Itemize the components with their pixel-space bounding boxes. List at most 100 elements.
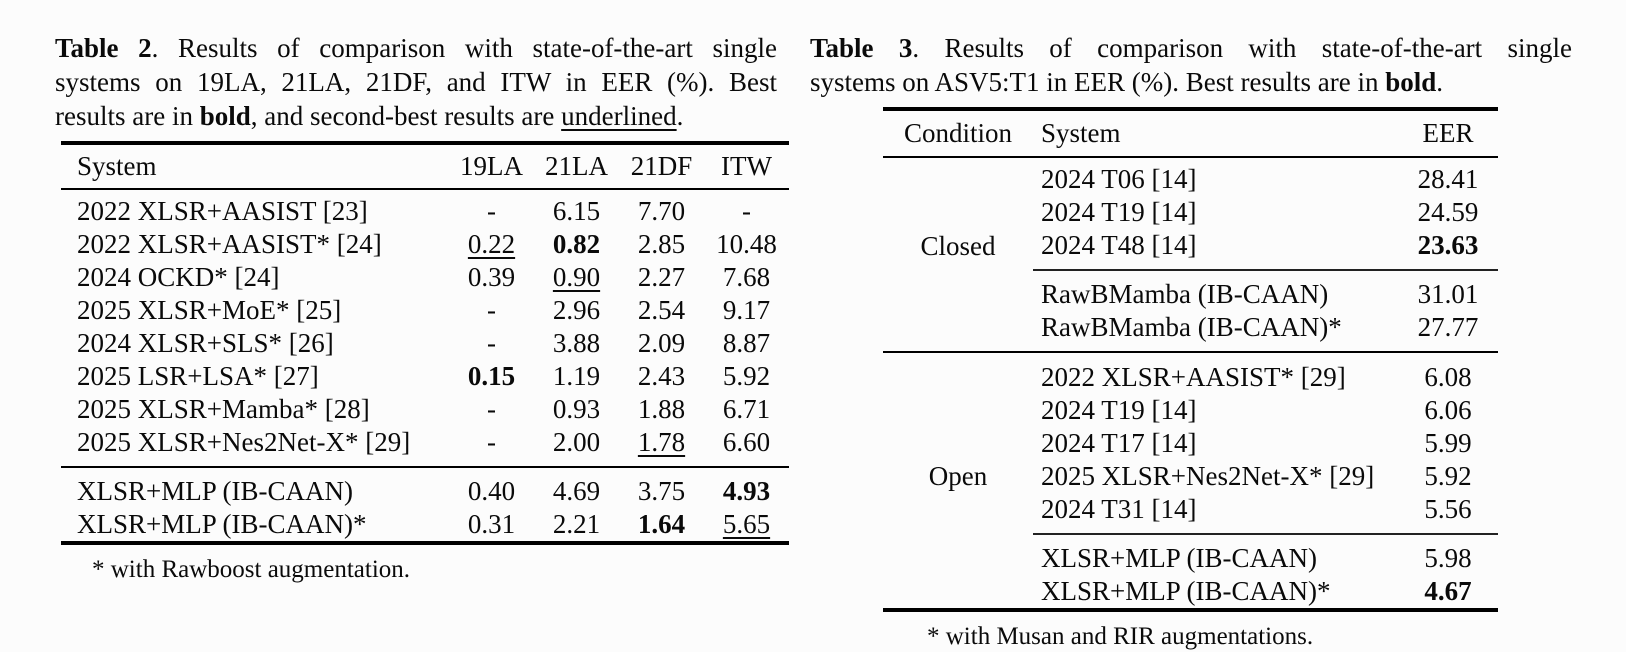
value-cell: 0.15	[467, 361, 516, 391]
caption-bold-word: bold	[1385, 67, 1437, 97]
caption-text: , and second-best results are	[250, 101, 562, 131]
table3-caption: Table 3. Results of comparison with stat…	[810, 31, 1572, 99]
system-cell: 2024 T17 [14]	[1041, 428, 1197, 458]
system-cell: 2024 T31 [14]	[1041, 494, 1197, 524]
value-cell: -	[487, 427, 496, 457]
caption-text: . Results of comparison with state-of-th…	[151, 33, 777, 63]
value-cell: -	[487, 394, 496, 424]
table3-header-row: Condition System EER	[883, 109, 1498, 157]
table-row: 2024 XLSR+SLS* [26] - 3.88 2.09 8.87	[61, 327, 789, 360]
table-row: 2022 XLSR+AASIST* [24] 0.22 0.82 2.85 10…	[61, 228, 789, 261]
condition-cell	[883, 311, 1033, 352]
eer-cell: 5.56	[1424, 494, 1472, 524]
caption-line: Table 2. Results of comparison with stat…	[55, 31, 777, 65]
column-header-condition: Condition	[903, 118, 1012, 148]
value-cell: 0.93	[552, 394, 601, 424]
eer-cell: 6.08	[1398, 351, 1498, 394]
table-row: 2025 XLSR+Mamba* [28] - 0.93 1.88 6.71	[61, 393, 789, 426]
system-cell: XLSR+MLP (IB-CAAN)*	[1041, 576, 1331, 606]
system-cell: XLSR+MLP (IB-CAAN)	[1033, 533, 1398, 575]
caption-text: .	[676, 101, 684, 131]
table-row: Open 2025 XLSR+Nes2Net-X* [29] 5.92	[883, 460, 1498, 493]
column-header-19la: 19LA	[460, 151, 523, 181]
system-cell: 2024 OCKD* [24]	[77, 262, 280, 292]
caption-underlined-word: underlined	[561, 101, 677, 131]
caption-text: . Results of comparison with state-of-th…	[912, 33, 1572, 63]
table-row: 2024 T31 [14] 5.56	[883, 493, 1498, 534]
caption-label: Table 2	[55, 33, 152, 63]
column-header-itw: ITW	[721, 151, 772, 181]
table2: System 19LA 21LA 21DF ITW 2022 XLSR+AASI…	[61, 141, 789, 545]
system-cell: XLSR+MLP (IB-CAAN)*	[77, 509, 367, 539]
value-cell: 5.65	[722, 509, 771, 539]
system-cell: RawBMamba (IB-CAAN)	[1033, 269, 1398, 311]
value-cell: 1.78	[637, 427, 686, 457]
value-cell: 2.09	[637, 328, 686, 358]
condition-cell: Closed	[920, 230, 996, 261]
condition-cell	[883, 493, 1033, 534]
table-row: 2022 XLSR+AASIST [23] - 6.15 7.70 -	[61, 189, 789, 228]
column-header-eer: EER	[1422, 118, 1474, 148]
table-row: 2024 T19 [14] 24.59	[883, 196, 1498, 229]
system-cell: 2025 XLSR+Mamba* [28]	[77, 394, 370, 424]
eer-cell: 5.99	[1424, 428, 1472, 458]
value-cell: 7.68	[722, 262, 771, 292]
table3: Condition System EER 2024 T06 [14] 28.41…	[883, 107, 1498, 612]
column-header-21df: 21DF	[630, 151, 693, 181]
condition-cell	[883, 351, 1033, 394]
value-cell: -	[487, 295, 496, 325]
table-row: 2025 XLSR+Nes2Net-X* [29] - 2.00 1.78 6.…	[61, 426, 789, 467]
value-cell: 1.19	[552, 361, 601, 391]
value-cell: 0.90	[552, 262, 601, 292]
table-row: XLSR+MLP (IB-CAAN) 0.40 4.69 3.75 4.93	[61, 466, 789, 508]
caption-text: results are in	[55, 101, 200, 131]
caption-line: systems on ASV5:T1 in EER (%). Best resu…	[810, 65, 1572, 99]
value-cell: 5.92	[722, 361, 771, 391]
value-cell: 0.22	[467, 229, 516, 259]
system-cell: 2024 XLSR+SLS* [26]	[77, 328, 334, 358]
table-row: XLSR+MLP (IB-CAAN) 5.98	[883, 533, 1498, 575]
caption-line: results are in bold, and second-best res…	[55, 99, 777, 133]
system-cell: RawBMamba (IB-CAAN)*	[1041, 312, 1342, 342]
system-cell: 2025 LSR+LSA* [27]	[77, 361, 319, 391]
column-header-system: System	[77, 151, 157, 181]
condition-cell	[883, 575, 1033, 610]
value-cell: 2.00	[552, 427, 601, 457]
value-cell: 1.64	[637, 509, 686, 539]
value-cell: -	[487, 328, 496, 358]
table3-section: Table 3. Results of comparison with stat…	[810, 31, 1572, 652]
eer-cell: 24.59	[1417, 197, 1479, 227]
value-cell: 0.40	[449, 466, 534, 508]
table-row: 2025 XLSR+MoE* [25] - 2.96 2.54 9.17	[61, 294, 789, 327]
table2-caption: Table 2. Results of comparison with stat…	[55, 31, 777, 133]
table-row: Closed 2024 T48 [14] 23.63	[883, 229, 1498, 270]
value-cell: -	[742, 196, 751, 226]
value-cell: 10.48	[716, 229, 777, 259]
condition-cell	[883, 270, 1033, 311]
caption-text: systems on ASV5:T1 in EER (%). Best resu…	[810, 67, 1386, 97]
value-cell: 2.85	[637, 229, 686, 259]
system-cell: XLSR+MLP (IB-CAAN)	[61, 466, 449, 508]
eer-cell: 6.06	[1424, 395, 1472, 425]
value-cell: 4.69	[534, 466, 619, 508]
table2-footnote: * with Rawboost augmentation.	[92, 556, 411, 583]
eer-cell: 4.67	[1424, 576, 1472, 606]
condition-cell	[883, 157, 1033, 196]
eer-cell: 28.41	[1417, 164, 1479, 194]
value-cell: 2.43	[637, 361, 686, 391]
table-row: 2025 LSR+LSA* [27] 0.15 1.19 2.43 5.92	[61, 360, 789, 393]
table-row: XLSR+MLP (IB-CAAN)* 0.31 2.21 1.64 5.65	[61, 508, 789, 543]
value-cell: 0.31	[467, 509, 516, 539]
value-cell: 4.93	[704, 466, 789, 508]
system-cell: 2025 XLSR+MoE* [25]	[77, 295, 342, 325]
table-row: RawBMamba (IB-CAAN)* 27.77	[883, 311, 1498, 352]
table-row: 2024 T17 [14] 5.99	[883, 427, 1498, 460]
value-cell: 6.15	[552, 196, 601, 226]
system-cell: 2022 XLSR+AASIST* [24]	[77, 229, 382, 259]
system-cell: 2024 T19 [14]	[1041, 197, 1197, 227]
system-cell: 2022 XLSR+AASIST [23]	[77, 196, 368, 226]
table2-header-row: System 19LA 21LA 21DF ITW	[61, 143, 789, 189]
caption-text: .	[1436, 67, 1443, 97]
condition-cell: Open	[928, 461, 988, 491]
system-cell: 2024 T19 [14]	[1041, 395, 1197, 425]
